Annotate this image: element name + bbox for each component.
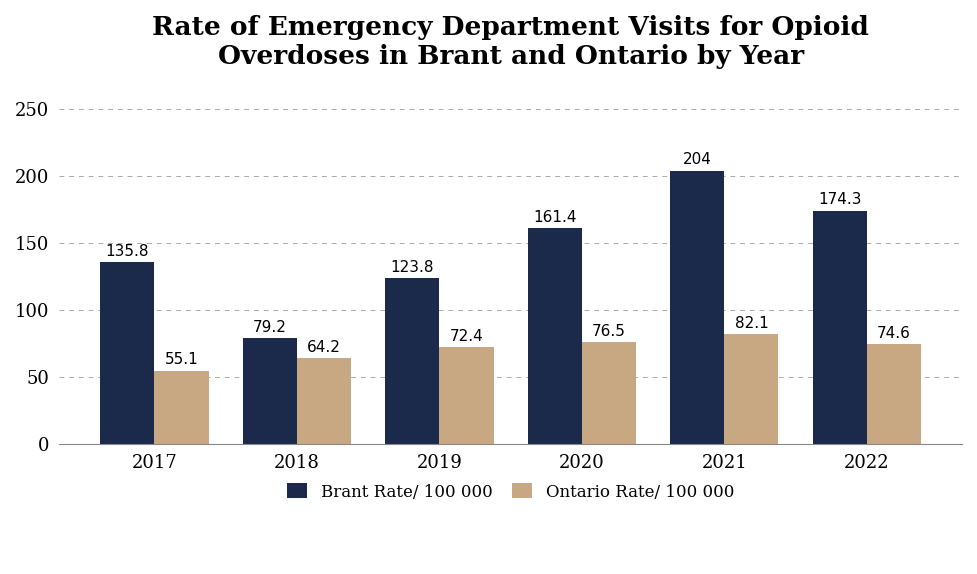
Text: 123.8: 123.8 <box>391 260 434 275</box>
Text: 79.2: 79.2 <box>253 320 287 335</box>
Text: 76.5: 76.5 <box>592 324 626 339</box>
Text: 82.1: 82.1 <box>735 316 768 331</box>
Text: 174.3: 174.3 <box>818 192 862 207</box>
Bar <box>154 371 208 444</box>
Bar <box>440 347 493 444</box>
Bar <box>385 278 440 444</box>
Text: 135.8: 135.8 <box>106 244 149 259</box>
Bar <box>670 171 724 444</box>
Text: 72.4: 72.4 <box>449 329 484 344</box>
Bar <box>813 211 867 444</box>
Legend: Brant Rate/ 100 000, Ontario Rate/ 100 000: Brant Rate/ 100 000, Ontario Rate/ 100 0… <box>280 477 741 507</box>
Bar <box>867 344 921 444</box>
Text: 64.2: 64.2 <box>307 340 341 355</box>
Bar <box>582 342 636 444</box>
Text: 74.6: 74.6 <box>877 326 911 341</box>
Bar <box>528 228 582 444</box>
Bar <box>724 335 779 444</box>
Text: 161.4: 161.4 <box>533 210 576 224</box>
Title: Rate of Emergency Department Visits for Opioid
Overdoses in Brant and Ontario by: Rate of Emergency Department Visits for … <box>152 15 870 69</box>
Bar <box>242 338 297 444</box>
Bar <box>297 358 351 444</box>
Bar <box>101 262 154 444</box>
Text: 55.1: 55.1 <box>164 352 198 367</box>
Text: 204: 204 <box>683 153 711 168</box>
